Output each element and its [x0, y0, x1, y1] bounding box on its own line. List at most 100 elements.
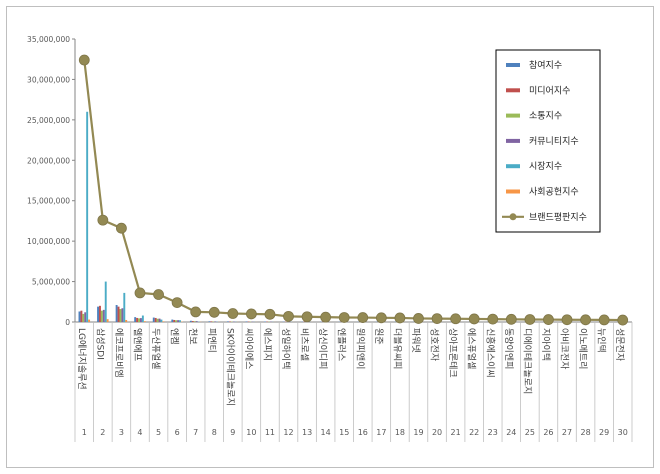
- brand-index-point: [264, 308, 276, 320]
- x-rank-label: 1: [82, 428, 87, 437]
- bar-2: [173, 319, 176, 322]
- legend-swatch: [506, 88, 520, 93]
- y-tick-label: 25,000,000: [27, 116, 70, 125]
- brand-index-point: [431, 313, 443, 325]
- y-tick-label: 5,000,000: [32, 278, 70, 287]
- chart-frame: 0 5,000,000 10,000,000 15,000,000 20,000,000…: [6, 6, 654, 468]
- x-rank-label: 2: [100, 428, 105, 437]
- bar-2: [154, 317, 157, 322]
- x-rank-label: 8: [212, 428, 217, 437]
- x-rank-label: 5: [156, 428, 161, 437]
- x-category-label: 피엔티: [206, 328, 217, 353]
- legend-marker: [509, 213, 517, 221]
- x-rank-label: 21: [451, 428, 461, 437]
- brand-index-point: [357, 312, 369, 323]
- brand-index-point: [617, 314, 629, 326]
- brand-index-point: [487, 313, 499, 325]
- bar-1: [208, 321, 211, 322]
- x-category-label: 엘앤에프: [131, 328, 142, 361]
- legend-swatch: [506, 164, 520, 169]
- x-rank-label: 22: [469, 428, 479, 437]
- x-rank-label: 7: [193, 428, 198, 437]
- bar-1: [227, 321, 229, 322]
- bar-2: [136, 317, 139, 322]
- x-rank-label: 14: [321, 428, 331, 437]
- legend-swatch: [506, 138, 520, 143]
- x-rank-label: 16: [358, 428, 368, 437]
- brand-index-point: [208, 306, 220, 318]
- bar-2: [80, 310, 83, 322]
- x-rank-label: 15: [339, 428, 349, 437]
- bar-1: [152, 317, 155, 322]
- x-rank-label: 10: [246, 428, 256, 437]
- x-rank-label: 9: [230, 428, 235, 437]
- legend-label: 시장지수: [529, 161, 562, 172]
- brand-index-point: [153, 289, 164, 300]
- brand-index-point: [524, 314, 536, 325]
- bar-3: [138, 318, 140, 322]
- bar-2: [210, 321, 213, 322]
- x-category-label: 삼성SDI: [94, 328, 105, 360]
- x-category-label: 에코프로비엠: [113, 328, 125, 378]
- bar-1: [245, 321, 248, 322]
- bar-5: [104, 281, 107, 322]
- y-tick-label: 20,000,000: [27, 156, 70, 165]
- bar-6: [106, 319, 109, 322]
- y-tick-label: 35,000,000: [27, 35, 70, 44]
- brand-index-point: [561, 314, 573, 326]
- x-category-label: 엔켐: [169, 328, 181, 345]
- brand-index-point: [598, 314, 610, 326]
- x-category-label: 성일하이텍: [280, 328, 291, 369]
- brand-index-point: [171, 297, 183, 308]
- brand-index-point: [78, 54, 90, 66]
- bar-6: [143, 321, 146, 322]
- bar-5: [141, 315, 144, 322]
- x-rank-label: 25: [525, 428, 535, 437]
- x-rank-label: 17: [376, 428, 386, 437]
- bar-1: [97, 306, 100, 322]
- bar-1: [134, 317, 137, 322]
- brand-index-point: [227, 308, 239, 319]
- bar-3: [100, 310, 103, 322]
- x-category-label: 두산퓨얼셀: [150, 328, 161, 369]
- bar-4: [139, 318, 142, 322]
- legend-swatch: [506, 113, 520, 118]
- x-rank-label: 3: [119, 428, 124, 437]
- brand-index-point: [116, 222, 127, 234]
- brand-index-point: [301, 311, 313, 323]
- x-rank-label: 27: [562, 428, 572, 437]
- bar-6: [162, 321, 165, 322]
- bar-4: [232, 321, 235, 322]
- brand-index-point: [413, 313, 424, 324]
- x-rank-label: 24: [506, 428, 516, 437]
- bar-2: [228, 321, 231, 322]
- x-category-label: 동양이엔피: [503, 328, 514, 369]
- bar-4: [177, 320, 180, 322]
- x-category-label: 원익피앤이: [354, 328, 366, 369]
- legend-swatch: [506, 189, 520, 194]
- x-category-label: 성호전자: [429, 328, 440, 362]
- x-rank-label: 20: [432, 428, 442, 437]
- x-category-label: 지아이텍: [540, 328, 551, 361]
- bar-5: [160, 319, 163, 322]
- y-tick-label: 10,000,000: [27, 237, 70, 246]
- bar-3: [156, 318, 159, 322]
- brand-index-point: [468, 313, 480, 325]
- bar-4: [121, 308, 124, 322]
- brand-index-point: [338, 312, 350, 323]
- y-tick-label: 15,000,000: [27, 197, 70, 206]
- x-category-label: 원준: [373, 328, 384, 345]
- legend-label: 미디어지수: [529, 85, 570, 96]
- bar-2: [117, 306, 120, 322]
- bar-3: [175, 320, 178, 322]
- brand-index-point: [134, 287, 146, 299]
- bar-3: [82, 313, 85, 322]
- x-category-label: 상신이디피: [317, 328, 328, 369]
- x-category-label: 성문전자: [614, 328, 625, 362]
- x-category-label: 더블유씨피: [391, 328, 402, 369]
- brand-index-point: [320, 311, 332, 323]
- brand-index-point: [190, 306, 202, 318]
- brand-index-point: [394, 312, 406, 324]
- x-category-label: 씨아이에스: [243, 328, 254, 369]
- legend-label: 사회공헌지수: [529, 187, 579, 198]
